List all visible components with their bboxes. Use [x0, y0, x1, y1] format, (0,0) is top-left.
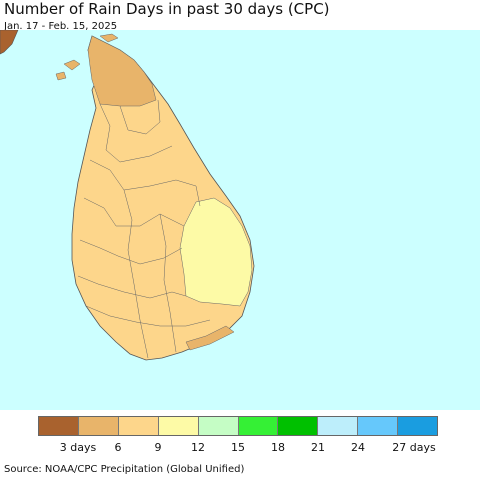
legend-tick-3: 3 days: [59, 441, 97, 454]
legend-swatch-4: [198, 417, 239, 435]
map-title: Number of Rain Days in past 30 days (CPC…: [4, 0, 330, 18]
northern-region: [87, 35, 157, 107]
legend-color-bar: [38, 416, 438, 436]
date-range: Jan. 17 - Feb. 15, 2025: [4, 21, 118, 32]
legend-tick-15: 15: [231, 441, 245, 454]
legend-swatch-9: [398, 417, 438, 435]
eastern-region: [179, 197, 253, 307]
legend-tick-21: 21: [311, 441, 325, 454]
rain-days-map: [0, 30, 480, 410]
legend-tick-9: 9: [154, 441, 162, 454]
legend-swatch-0: [39, 417, 79, 435]
legend-swatch-7: [318, 417, 359, 435]
source-credit: Source: NOAA/CPC Precipitation (Global U…: [4, 464, 245, 475]
legend-swatch-2: [118, 417, 159, 435]
southeast-coast: [185, 325, 235, 351]
legend-tick-12: 12: [191, 441, 205, 454]
legend-tick-6: 6: [114, 441, 122, 454]
legend-swatch-3: [158, 417, 199, 435]
legend-swatch-8: [358, 417, 399, 435]
legend-tick-18: 18: [271, 441, 285, 454]
legend-tick-27: 27 days: [392, 441, 436, 454]
legend-swatch-5: [238, 417, 279, 435]
district-boundaries: [77, 99, 211, 359]
legend-swatch-6: [278, 417, 319, 435]
india-coast: [0, 30, 19, 55]
legend-swatch-1: [78, 417, 119, 435]
jaffna-islands: [55, 33, 119, 81]
legend-tick-24: 24: [351, 441, 365, 454]
